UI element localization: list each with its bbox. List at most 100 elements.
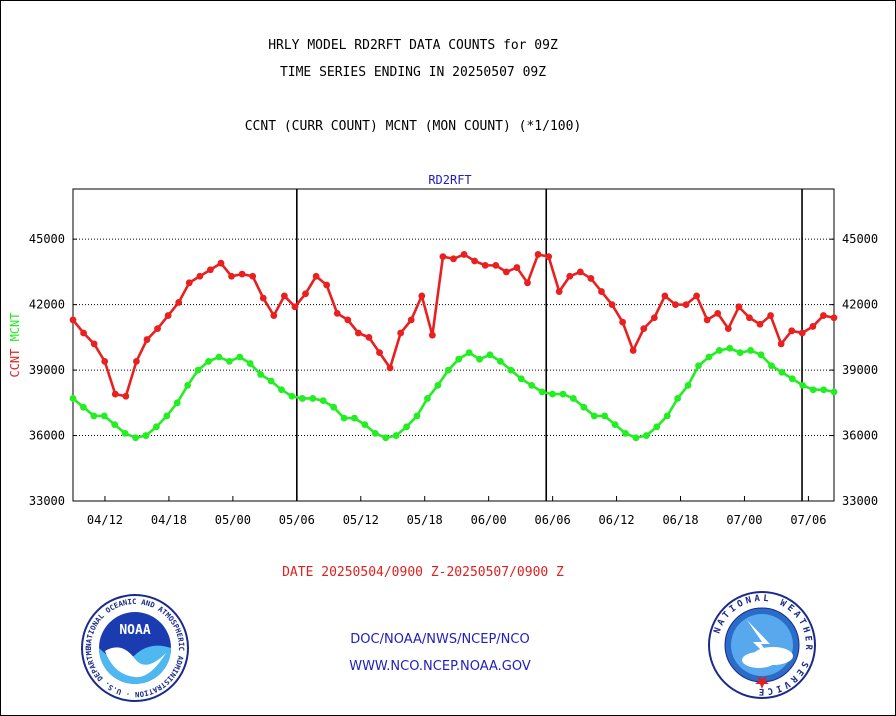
ccnt-data-point (133, 357, 140, 365)
ccnt-data-point (291, 303, 299, 311)
mcnt-data-point (288, 392, 296, 400)
ccnt-data-point (365, 333, 373, 341)
ccnt-data-point (798, 329, 806, 337)
y-ticks-right: 33000 36000 39000 42000 45000 (830, 232, 878, 508)
y-tick-label-right: 39000 (842, 363, 878, 377)
mcnt-data-point (757, 351, 765, 359)
ccnt-data-point (90, 340, 98, 348)
mcnt-data-point (622, 429, 629, 437)
x-tick-label: 06/18 (662, 513, 698, 527)
ccnt-data-point (735, 303, 743, 311)
ccnt-data-point (217, 259, 225, 267)
y-tick-label-right: 42000 (842, 298, 878, 312)
mcnt-data-point (152, 423, 160, 431)
y-tick-label-left: 36000 (29, 429, 65, 443)
ccnt-data-point (323, 281, 331, 289)
mcnt-data-point (142, 432, 150, 439)
mcnt-data-point (382, 434, 390, 442)
chart-title-line3: CCNT (CURR COUNT) MCNT (MON COUNT) (*1/1… (244, 119, 582, 134)
y-tick-label-left: 42000 (29, 298, 65, 312)
mcnt-data-point (351, 414, 358, 422)
ccnt-data-point (471, 257, 479, 265)
ccnt-data-point (767, 312, 774, 319)
ccnt-data-point (185, 279, 193, 287)
x-tick-label: 06/12 (599, 513, 635, 527)
mcnt-data-point (549, 390, 556, 398)
mcnt-data-point (392, 432, 400, 439)
mcnt-data-point (486, 351, 494, 359)
mcnt-data-point (225, 357, 233, 365)
mcnt-data-point (309, 395, 317, 402)
x-tick-label: 07/06 (790, 513, 826, 527)
mcnt-data-point (194, 366, 202, 374)
x-tick-label: 07/00 (726, 513, 762, 527)
ccnt-data-point (777, 340, 785, 348)
mcnt-data-point (476, 355, 483, 363)
mcnt-data-point (580, 403, 588, 411)
ccnt-data-point (619, 318, 627, 326)
ccnt-data-point (344, 316, 352, 324)
mcnt-data-point (497, 357, 504, 365)
ccnt-data-point (460, 251, 468, 258)
chart-title-line2: TIME SERIES ENDING IN 20250507 09Z (279, 65, 547, 80)
ccnt-series-line (71, 252, 835, 398)
mcnt-data-point (715, 347, 723, 354)
mcnt-data-point (111, 421, 119, 429)
grid-layer (73, 189, 834, 501)
mcnt-data-point (736, 349, 744, 357)
ccnt-data-point (122, 392, 130, 400)
ccnt-data-point (820, 312, 827, 319)
mcnt-data-point (684, 381, 692, 389)
mcnt-series-line (72, 346, 835, 440)
mcnt-data-point (809, 386, 817, 394)
mcnt-data-point (361, 421, 369, 429)
series-layer (69, 251, 838, 442)
ccnt-data-point (513, 264, 521, 271)
mcnt-data-point (663, 412, 671, 420)
mcnt-data-point (569, 395, 577, 402)
noaa-wordmark: NOAA (119, 623, 150, 638)
x-tick-label: 05/00 (215, 513, 251, 527)
y-axis-label-mcnt: MCNT (8, 312, 22, 341)
chart-title-line1: HRLY MODEL RD2RFT DATA COUNTS for 09Z (268, 38, 558, 53)
ccnt-data-point (249, 272, 257, 280)
mcnt-data-point (340, 414, 348, 422)
ccnt-data-point (196, 272, 204, 280)
y-tick-label-right: 45000 (842, 232, 878, 246)
mcnt-data-point (278, 386, 285, 394)
ccnt-data-point (661, 292, 669, 300)
mcnt-data-point (371, 429, 379, 437)
ccnt-data-point (270, 312, 278, 319)
ccnt-data-point (576, 268, 584, 276)
mcnt-data-point (455, 355, 463, 363)
y-tick-label-left: 39000 (29, 363, 65, 377)
ccnt-data-point (746, 314, 753, 322)
ccnt-data-point (502, 268, 510, 276)
ccnt-data-point (154, 325, 161, 333)
ccnt-data-point (259, 294, 267, 302)
mcnt-data-point (246, 360, 254, 367)
y-axis-label: CCNT MCNT (8, 312, 22, 377)
mcnt-data-point (163, 412, 171, 420)
x-tick-label: 05/12 (343, 513, 379, 527)
mcnt-data-point (413, 412, 421, 420)
ccnt-data-point (428, 331, 436, 339)
mcnt-data-point (69, 395, 77, 402)
mcnt-data-point (528, 381, 536, 389)
mcnt-data-point (590, 412, 598, 420)
ccnt-data-point (302, 290, 309, 298)
mcnt-data-point (236, 353, 244, 361)
y-axis-label-ccnt: CCNT (8, 341, 22, 377)
ccnt-data-point (809, 323, 817, 330)
ccnt-data-point (450, 255, 457, 263)
y-axis-label-text: CCNT MCNT (8, 312, 22, 377)
x-tick-label: 05/06 (279, 513, 315, 527)
mcnt-data-point (424, 395, 431, 402)
x-tick-label: 06/06 (535, 513, 571, 527)
mcnt-data-point (726, 344, 734, 352)
mcnt-data-point (298, 395, 306, 402)
mcnt-data-point (768, 362, 775, 370)
y-tick-label-right: 36000 (842, 429, 878, 443)
x-tick-label: 04/18 (151, 513, 187, 527)
